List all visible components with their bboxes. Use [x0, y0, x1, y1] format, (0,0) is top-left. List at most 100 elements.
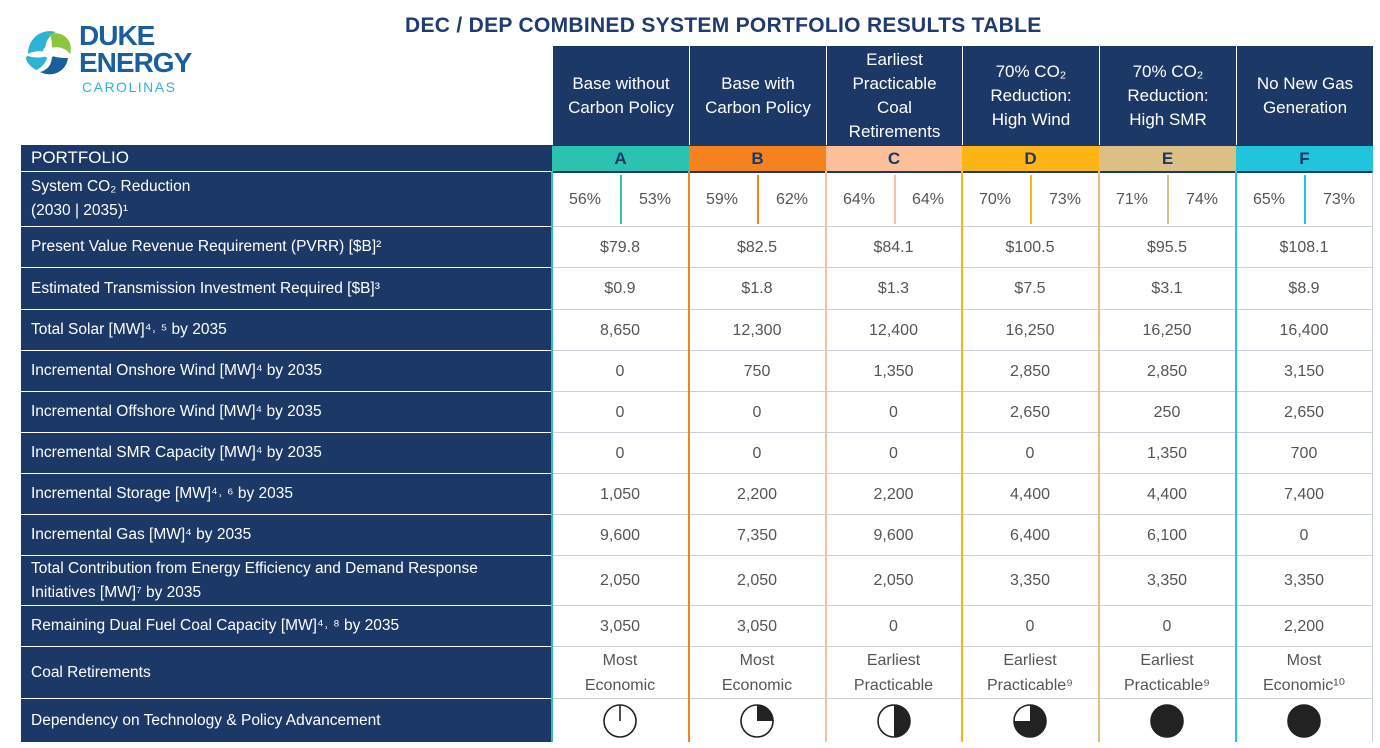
cell-value: 16,400	[1280, 318, 1329, 343]
cell-value: 2,650	[1284, 400, 1324, 425]
column-divider-c	[825, 171, 827, 742]
dependency-pie-e	[1150, 703, 1184, 738]
cell-value-line: 2,200	[873, 485, 914, 503]
cell-value: $84.1	[873, 235, 913, 260]
co2-2035-value: 73%	[1322, 191, 1355, 208]
column-divider-b	[688, 171, 690, 742]
cell-value-line: 0	[615, 403, 625, 421]
cell-value-line: Economic	[721, 676, 793, 694]
table-cell-d: 2,650	[962, 391, 1099, 432]
row-label-text: System CO₂ Reduction (2030 | 2035)¹	[31, 175, 190, 223]
cell-value: Most Economic¹⁰	[1263, 648, 1345, 698]
row-label: Total Contribution from Energy Efficienc…	[21, 555, 552, 605]
row-label-text: Present Value Revenue Requirement (PVRR)…	[31, 235, 381, 259]
portfolio-letter-e: E	[1099, 145, 1236, 171]
table-cell-f: 0	[1236, 514, 1373, 555]
logo-word-carolinas: CAROLINAS	[82, 79, 177, 95]
co2-split-divider	[1167, 175, 1169, 224]
table-cell-b: 7,350	[689, 514, 826, 555]
cell-value: 2,050	[737, 568, 777, 593]
text-line: Carbon Policy	[568, 97, 674, 117]
cell-value-line: 2,050	[873, 572, 914, 589]
cell-value-line: 1,350	[873, 362, 914, 380]
text-line: Coal Retirements	[31, 663, 151, 681]
co2-2030-value: 71%	[1116, 191, 1149, 208]
logo-word-energy: ENERGY	[79, 47, 192, 78]
column-header-c: Earliest Practicable Coal Retirements	[826, 46, 962, 145]
cell-value-line: 2,200	[1283, 617, 1325, 635]
column-divider-a	[551, 171, 553, 742]
table-cell-d	[962, 698, 1099, 742]
cell-value-line: Practicable	[853, 676, 934, 694]
table-cell-b: 3,050	[689, 605, 826, 646]
column-divider-d	[961, 171, 963, 742]
table-cell-e: 3,350	[1099, 555, 1236, 605]
text-line: Practicable	[852, 73, 937, 93]
row-label-text: Estimated Transmission Investment Requir…	[31, 277, 380, 301]
table-cell-a: 0	[552, 391, 689, 432]
cell-value-line: $82.5	[736, 238, 778, 256]
table-cell-e: 250	[1099, 391, 1236, 432]
page-title: DEC / DEP COMBINED SYSTEM PORTFOLIO RESU…	[405, 14, 1042, 37]
cell-value-line: $1.3	[877, 280, 910, 297]
column-header-label: Base with Carbon Policy	[705, 72, 811, 120]
table-cell-e: Earliest Practicable⁹	[1099, 646, 1236, 698]
row-label-text: Incremental Offshore Wind [MW]⁴ by 2035	[31, 400, 322, 424]
cell-value-line: 2,200	[736, 485, 778, 503]
cell-value-line: Economic¹⁰	[1263, 676, 1345, 694]
table-cell-b: 12,300	[689, 309, 826, 350]
table-cell-e: $3.1	[1099, 267, 1236, 309]
cell-value-line: 0	[1025, 617, 1035, 635]
cell-value: 4,400	[1147, 482, 1187, 507]
table-cell-b: $1.8	[689, 267, 826, 309]
table-cell-b: $82.5	[689, 226, 826, 267]
table-cell-e: 6,100	[1099, 514, 1236, 555]
table-cell-d: 0	[962, 605, 1099, 646]
cell-value-line: $0.9	[604, 280, 636, 297]
cell-value-line: $3.1	[1151, 280, 1183, 297]
column-header-e: 70% CO₂ Reduction: High SMR	[1099, 46, 1236, 145]
table-cell-e	[1099, 698, 1236, 742]
cell-value-line: Earliest	[866, 651, 921, 669]
cell-value: Most Economic	[585, 648, 655, 698]
cell-value-line: 750	[743, 362, 771, 380]
cell-value-line: 3,350	[1009, 572, 1051, 589]
cell-value: 3,050	[600, 614, 640, 639]
dependency-pie-d	[1013, 703, 1047, 738]
table-cell-a: 8,650	[552, 309, 689, 350]
cell-value: 0	[889, 441, 898, 466]
table-cell-e: 71% 74%	[1099, 171, 1236, 226]
column-header-b: Base with Carbon Policy	[689, 46, 826, 145]
table-cell-c: $84.1	[826, 226, 962, 267]
cell-value: 250	[1154, 400, 1181, 425]
cell-value-line: 2,050	[599, 572, 641, 589]
cell-value: $79.8	[600, 235, 640, 260]
row-label-text: Remaining Dual Fuel Coal Capacity [MW]⁴˒…	[31, 614, 399, 638]
column-header-f: No New Gas Generation	[1236, 46, 1373, 145]
cell-value: $82.5	[737, 235, 777, 260]
table-cell-f: $108.1	[1236, 226, 1373, 267]
table-cell-a: $0.9	[552, 267, 689, 309]
table-cell-e: $95.5	[1099, 226, 1236, 267]
cell-value-line: 1,350	[1146, 444, 1188, 462]
text-line: High SMR	[1129, 109, 1207, 129]
table-cell-b: 59% 62%	[689, 171, 826, 226]
cell-value: 0	[1300, 523, 1309, 548]
column-header-a: Base without Carbon Policy	[552, 46, 689, 145]
table-cell-b: 2,050	[689, 555, 826, 605]
table-cell-c: 9,600	[826, 514, 962, 555]
text-line: Remaining Dual Fuel Coal Capacity [MW]⁴˒…	[31, 617, 400, 634]
column-header-label: Base without Carbon Policy	[568, 72, 674, 120]
cell-value: $1.3	[878, 276, 909, 301]
row-label: Incremental Gas [MW]⁴ by 2035	[21, 514, 552, 555]
cell-value: 0	[1026, 441, 1035, 466]
cell-value: 12,400	[869, 318, 918, 343]
cell-value-line: 250	[1153, 403, 1181, 421]
cell-value-line: 2,650	[1283, 403, 1325, 421]
table-cell-d: Earliest Practicable⁹	[962, 646, 1099, 698]
cell-value: 0	[616, 441, 625, 466]
cell-value-line: 0	[1299, 526, 1309, 544]
cell-value: 2,200	[737, 482, 777, 507]
text-line: 70% CO₂	[1132, 61, 1204, 81]
cell-value-line: 700	[1290, 444, 1318, 462]
